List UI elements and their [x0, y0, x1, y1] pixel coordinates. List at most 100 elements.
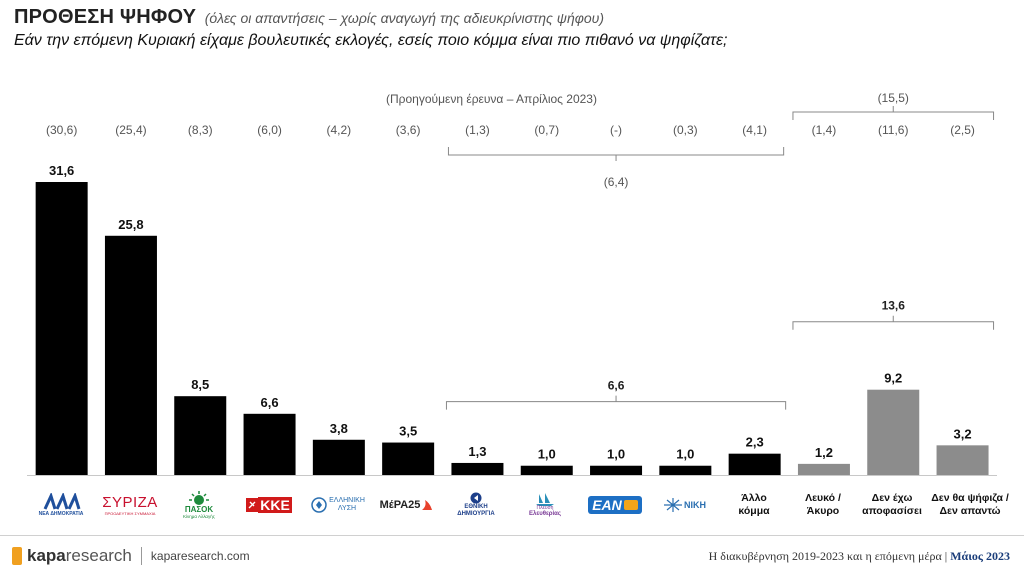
syriza-logo-text: ΣΥΡΙΖΑ	[102, 494, 158, 511]
bar-12	[797, 463, 850, 475]
data-label-3: 8,5	[191, 377, 209, 392]
ethniki-text-1: ΕΘΝΙΚΗ	[464, 504, 488, 511]
data-label-2: 25,8	[118, 217, 143, 232]
group-1-previous-bracket	[447, 147, 785, 161]
data-label-9: 1,0	[607, 447, 625, 462]
den-tha-text-1: Δεν θα ψήφιζα /	[931, 492, 1009, 505]
footer-brand: kapa research kaparesearch.com	[12, 546, 250, 566]
mera25-logo-text: ΜέΡΑ25	[379, 499, 421, 511]
previous-label-14: (2,5)	[950, 123, 975, 137]
bar-5	[312, 439, 365, 475]
logo-nd: ΝΕΑ ΔΗΜΟΚΡΑΤΙΑ	[28, 490, 94, 520]
bar-8	[520, 465, 573, 475]
group-2-previous-total: (15,5)	[878, 91, 909, 105]
lefko-text-2: Άκυρο	[806, 505, 840, 517]
bar-7	[451, 462, 504, 475]
kke-hammer-sickle-icon	[246, 498, 259, 512]
group-1-previous-total: (6,4)	[604, 175, 629, 189]
previous-label-6: (3,6)	[396, 123, 421, 137]
logo-elliniki-lysi: ΕΛΛΗΝΙΚΗ ΛΥΣΗ	[305, 490, 371, 520]
previous-label-12: (1,4)	[812, 123, 837, 137]
data-label-11: 2,3	[746, 435, 764, 450]
kke-logo-text: ΚΚΕ	[258, 497, 292, 513]
ean-logo-text: ΕΑΝ	[592, 497, 622, 513]
ethniki-dimiourgia-icon	[470, 492, 482, 504]
data-label-1: 31,6	[49, 163, 74, 178]
nd-logo-text: ΝΕΑ ΔΗΜΟΚΡΑΤΙΑ	[38, 511, 84, 517]
group-1-bracket	[445, 395, 787, 410]
chart-title: ΠΡΟΘΕΣΗ ΨΗΦΟΥ	[14, 6, 197, 28]
den-tha-text-2: Δεν απαντώ	[939, 505, 1001, 517]
bar-11	[728, 453, 781, 475]
data-label-8: 1,0	[538, 447, 556, 462]
logo-ean: ΕΑΝ	[582, 490, 648, 520]
logo-plefsi: Πλεύση Ελευθερίας	[512, 490, 578, 520]
data-label-7: 1,3	[468, 444, 486, 459]
pasok-logo-sub: Κίνημα Αλλαγής	[183, 514, 215, 519]
bar-6	[382, 442, 435, 475]
data-label-12: 1,2	[815, 445, 833, 460]
previous-label-3: (8,3)	[188, 123, 213, 137]
plefsi-text-1: Πλεύση	[536, 504, 554, 511]
data-label-10: 1,0	[676, 447, 694, 462]
bar-4	[243, 413, 296, 475]
previous-survey-label: (Προηγούμενη έρευνα – Απρίλιος 2023)	[386, 92, 597, 106]
bar-3	[174, 396, 227, 475]
plefsi-ships-icon	[536, 492, 554, 506]
niki-star-icon	[664, 498, 682, 512]
survey-question: Εάν την επόμενη Κυριακή είχαμε βουλευτικ…	[14, 32, 728, 49]
data-label-6: 3,5	[399, 424, 417, 439]
lefko-text-1: Λευκό /	[805, 492, 841, 505]
bar-14	[936, 445, 989, 475]
footer-date: Μάιος 2023	[950, 549, 1010, 563]
bar-13	[867, 389, 920, 475]
data-label-4: 6,6	[261, 395, 279, 410]
bar-1	[35, 182, 88, 475]
elliniki-lysi-text-1: ΕΛΛΗΝΙΚΗ	[329, 497, 365, 505]
group-2-previous-bracket	[792, 106, 995, 120]
brand-kapa: kapa	[27, 546, 66, 565]
footer-caption-text: Η διακυβέρνηση 2019-2023 και η επόμενη μ…	[708, 549, 951, 563]
previous-label-10: (0,3)	[673, 123, 698, 137]
ethniki-text-2: ΔΗΜΙΟΥΡΓΙΑ	[457, 511, 495, 517]
data-label-13: 9,2	[884, 371, 902, 386]
syriza-logo-sub: ΠΡΟΟΔΕΥΤΙΚΗ ΣΥΜΜΑΧΙΑ	[104, 511, 156, 516]
logo-kke: ΚΚΕ	[236, 490, 302, 520]
nd-logo-icon	[43, 493, 81, 510]
logo-pasok: ΠΑΣΟΚ Κίνημα Αλλαγής	[166, 490, 232, 520]
brand-separator	[140, 547, 142, 565]
group-1-total: 6,6	[608, 379, 625, 393]
previous-label-2: (25,4)	[115, 123, 146, 137]
previous-label-13: (11,6)	[878, 123, 908, 137]
logo-niki: ΝΙΚΗ	[652, 490, 718, 520]
pasok-logo-text: ΠΑΣΟΚ	[184, 505, 214, 514]
bar-2	[104, 235, 157, 475]
mera25-flame-icon	[422, 500, 433, 510]
label-lefko-akyro: Λευκό / Άκυρο	[790, 490, 856, 520]
niki-logo-text: ΝΙΚΗ	[684, 500, 706, 510]
brand-website: kaparesearch.com	[150, 549, 250, 563]
logo-ethniki-dimiourgia: ΕΘΝΙΚΗ ΔΗΜΙΟΥΡΓΙΑ	[443, 490, 509, 520]
allo-text-2: κόμμα	[738, 505, 770, 517]
bar-9	[590, 465, 643, 475]
group-2-bracket	[792, 315, 995, 330]
label-den-exo-apofasisei: Δεν έχω αποφασίσει	[859, 490, 925, 520]
data-label-5: 3,8	[330, 421, 348, 436]
label-allo-komma: Άλλο κόμμα	[721, 490, 787, 520]
previous-label-1: (30,6)	[46, 123, 77, 137]
previous-label-11: (4,1)	[742, 123, 767, 137]
previous-label-4: (6,0)	[257, 123, 282, 137]
elliniki-lysi-text-2: ΛΥΣΗ	[337, 505, 357, 512]
label-den-tha-psifiza: Δεν θα ψήφιζα / Δεν απαντώ	[929, 490, 1011, 520]
bar-10	[659, 465, 712, 475]
brand-research: research	[65, 546, 132, 565]
footer-caption: Η διακυβέρνηση 2019-2023 και η επόμενη μ…	[709, 549, 1010, 564]
footer-divider	[0, 535, 1024, 536]
logo-mera25: ΜέΡΑ25	[374, 490, 440, 520]
den-exo-text-1: Δεν έχω	[871, 492, 913, 505]
group-2-total: 13,6	[882, 299, 906, 313]
chart-title-block: ΠΡΟΘΕΣΗ ΨΗΦΟΥ (όλες οι απαντήσεις – χωρί…	[14, 6, 604, 29]
allo-text-1: Άλλο	[741, 492, 767, 505]
pasok-sun-icon	[189, 491, 209, 505]
previous-label-9: (-)	[610, 123, 622, 137]
